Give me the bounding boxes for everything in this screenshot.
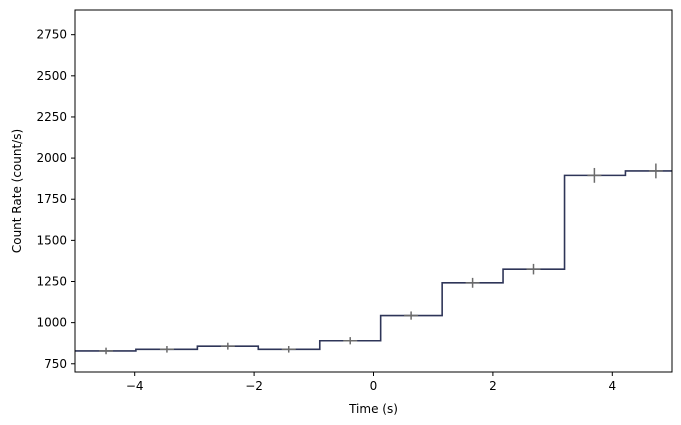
y-tick-label: 750 bbox=[44, 357, 67, 371]
x-tick-label: 0 bbox=[370, 379, 378, 393]
errorbar-8 bbox=[587, 167, 602, 183]
y-tick-label: 1000 bbox=[36, 316, 67, 330]
errorbar-0 bbox=[99, 347, 114, 355]
errorbar-3 bbox=[281, 346, 296, 353]
y-tick-label: 2000 bbox=[36, 151, 67, 165]
plot-content bbox=[75, 163, 672, 355]
x-tick-label: −4 bbox=[126, 379, 144, 393]
y-tick-label: 1750 bbox=[36, 192, 67, 206]
x-tick-label: −2 bbox=[245, 379, 263, 393]
y-tick-label: 2250 bbox=[36, 110, 67, 124]
errorbar-1 bbox=[159, 346, 174, 353]
x-axis-label: Time (s) bbox=[348, 402, 398, 416]
y-tick-label: 1250 bbox=[36, 275, 67, 289]
plot-frame bbox=[74, 9, 673, 373]
x-axis: −4 −2 0 2 4 bbox=[126, 372, 616, 393]
errorbar-2 bbox=[220, 342, 235, 350]
x-tick-label: 2 bbox=[489, 379, 497, 393]
errorbar-7 bbox=[526, 263, 541, 275]
errorbar-4 bbox=[343, 337, 358, 345]
y-tick-label: 2750 bbox=[36, 28, 67, 42]
errorbar-9 bbox=[648, 163, 663, 179]
y-axis-label: Count Rate (count/s) bbox=[10, 129, 24, 253]
y-axis: 750 1000 1250 1500 1750 2000 2250 2500 2750 bbox=[36, 28, 75, 371]
y-tick-label: 2500 bbox=[36, 69, 67, 83]
y-tick-label: 1500 bbox=[36, 233, 67, 247]
step-line-series bbox=[75, 170, 672, 352]
x-tick-label: 4 bbox=[608, 379, 616, 393]
errorbar-6 bbox=[465, 277, 480, 288]
errorbar-5 bbox=[404, 311, 419, 320]
